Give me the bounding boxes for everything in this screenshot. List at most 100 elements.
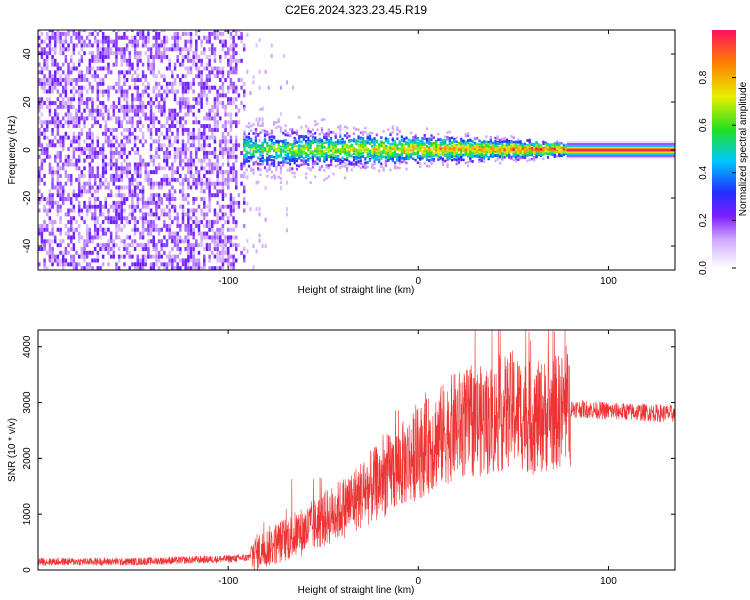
spectrogram-cell bbox=[526, 144, 529, 147]
spectrogram-cell bbox=[318, 148, 321, 151]
spectrogram-cell bbox=[252, 161, 255, 165]
spectrogram-cell bbox=[157, 162, 161, 167]
spectrogram-cell bbox=[232, 200, 235, 205]
spectrogram-cell bbox=[104, 243, 108, 248]
spectrogram-cell bbox=[330, 130, 333, 134]
spectrogram-cell bbox=[237, 243, 241, 248]
spectrogram-cell bbox=[237, 35, 241, 40]
spectrogram-cell bbox=[213, 239, 217, 244]
spectrogram-cell bbox=[205, 81, 209, 86]
spectrogram-cell bbox=[352, 162, 356, 166]
spectrogram-cell bbox=[149, 239, 153, 244]
spectrogram-cell bbox=[466, 147, 470, 151]
spectrogram-cell bbox=[144, 104, 147, 109]
spectrogram-cell bbox=[48, 70, 52, 75]
spectrogram-cell bbox=[300, 163, 303, 167]
spectrogram-cell bbox=[88, 66, 92, 71]
spectrogram-cell bbox=[43, 66, 46, 71]
spectrogram-cell bbox=[279, 177, 283, 180]
spectrogram-cell bbox=[45, 97, 49, 102]
spectrogram-cell bbox=[168, 127, 171, 132]
spectrogram-cell bbox=[99, 147, 102, 152]
spectrogram-cell bbox=[155, 31, 158, 36]
spectrogram-cell bbox=[448, 142, 451, 146]
spectrogram-cell bbox=[96, 58, 100, 63]
spectrogram-cell bbox=[173, 62, 177, 67]
spectrogram-cell bbox=[51, 85, 54, 90]
spectrogram-cell bbox=[101, 227, 105, 232]
spectrogram-cell bbox=[391, 154, 394, 158]
spectrogram-cell bbox=[51, 258, 54, 263]
spectrogram-cell bbox=[184, 120, 187, 125]
spectrogram-cell bbox=[503, 151, 506, 155]
spectrogram-cell bbox=[375, 149, 378, 153]
spectrogram-cell bbox=[45, 223, 49, 228]
spectrogram-cell bbox=[184, 177, 187, 182]
spectrogram-cell bbox=[51, 204, 54, 209]
spectrogram-cell bbox=[168, 189, 171, 194]
spectrogram-cell bbox=[187, 97, 190, 102]
spectrogram-cell bbox=[173, 204, 177, 209]
spectrogram-cell bbox=[455, 136, 458, 140]
spectrogram-cell bbox=[357, 148, 360, 152]
spectrogram-cell bbox=[471, 149, 474, 153]
spectrogram-cell bbox=[59, 193, 62, 198]
spectrogram-cell bbox=[219, 181, 222, 186]
spectrogram-cell bbox=[295, 144, 299, 148]
spectrogram-cell bbox=[69, 143, 73, 148]
spectrogram-cell bbox=[375, 144, 378, 148]
spectrogram-cell bbox=[419, 162, 422, 165]
spectrogram-cell bbox=[221, 250, 225, 255]
spectrogram-cell bbox=[498, 153, 502, 157]
spectrogram-cell bbox=[115, 208, 118, 213]
spectrogram-cell bbox=[133, 108, 137, 113]
spectrogram-cell bbox=[327, 140, 330, 144]
spectrogram-cell bbox=[144, 51, 147, 56]
spectrogram-cell bbox=[270, 135, 273, 138]
spectrogram-cell bbox=[343, 140, 346, 144]
spectrogram-cell bbox=[466, 164, 470, 168]
spectrogram-cell bbox=[123, 158, 126, 163]
spectrogram-cell bbox=[187, 239, 190, 244]
spectrogram-cell bbox=[284, 150, 287, 153]
spectrogram-cell bbox=[224, 30, 227, 33]
spectrogram-cell bbox=[88, 197, 92, 202]
spectrogram-cell bbox=[195, 120, 198, 125]
spectrogram-cell bbox=[77, 235, 81, 240]
spectrogram-cell bbox=[307, 153, 310, 157]
spectrogram-cell bbox=[298, 156, 301, 160]
spectrogram-cell bbox=[200, 58, 203, 63]
spectrogram-cell bbox=[165, 227, 169, 232]
spectrogram-cell bbox=[51, 262, 54, 267]
spectrogram-cell bbox=[38, 139, 41, 144]
spectrogram-cell bbox=[187, 108, 190, 113]
spectrogram-cell bbox=[168, 212, 171, 217]
spectrogram-cell bbox=[48, 143, 52, 148]
spectrogram-cell bbox=[195, 54, 198, 59]
spectrogram-cell bbox=[250, 139, 253, 143]
spectrogram-cell bbox=[478, 146, 481, 149]
spectrogram-cell bbox=[77, 212, 81, 217]
spectrogram-cell bbox=[304, 176, 308, 179]
spectrogram-cell bbox=[521, 142, 524, 146]
spectrogram-cell bbox=[398, 130, 401, 134]
spectrogram-cell bbox=[316, 122, 319, 126]
spectrogram-cell bbox=[216, 70, 219, 75]
spectrogram-cell bbox=[366, 141, 369, 145]
spectrogram-cell bbox=[173, 139, 177, 144]
spectrogram-cell bbox=[234, 70, 238, 75]
spectrogram-cell bbox=[77, 262, 81, 267]
spectrogram-cell bbox=[88, 81, 92, 86]
spectrogram-cell bbox=[147, 212, 150, 217]
spectrogram-cell bbox=[229, 54, 233, 59]
spectrogram-cell bbox=[213, 154, 217, 159]
spectrogram-cell bbox=[389, 150, 392, 154]
spectrogram-cell bbox=[141, 216, 145, 221]
spectrogram-cell bbox=[453, 149, 456, 152]
spectrogram-cell bbox=[165, 120, 169, 125]
spectrogram-cell bbox=[171, 204, 174, 209]
spectrogram-cell bbox=[120, 139, 124, 144]
spectrogram-cell bbox=[277, 175, 280, 179]
spectrogram-cell bbox=[211, 47, 214, 52]
spectrogram-cell bbox=[168, 216, 171, 221]
